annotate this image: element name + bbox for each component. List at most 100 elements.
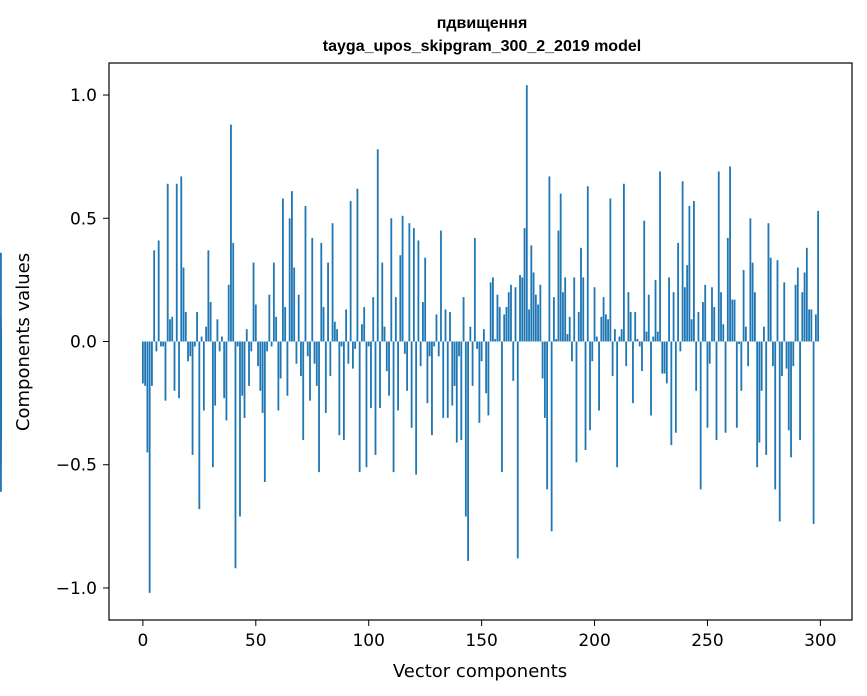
- bar-49: [252, 262, 255, 342]
- bar-92: [349, 201, 352, 342]
- bar-223: [645, 331, 648, 342]
- chart-subtitle: tayga_upos_skipgram_300_2_2019 model: [323, 38, 641, 55]
- x-tick-label: 200: [578, 631, 610, 651]
- bar-43: [239, 341, 241, 517]
- bar-181: [550, 341, 553, 532]
- bar-209: [613, 329, 616, 342]
- bar-139: [455, 341, 458, 443]
- bar-18: [182, 267, 185, 342]
- bar-243: [690, 319, 693, 342]
- bar-293: [803, 272, 806, 342]
- bar-225: [650, 341, 652, 416]
- bar-266: [742, 270, 745, 342]
- bar-191: [573, 277, 576, 342]
- bar-168: [521, 277, 524, 342]
- bar-94: [354, 341, 357, 349]
- bar-50: [254, 304, 257, 342]
- bar-154: [489, 282, 492, 342]
- bar-30: [209, 302, 212, 342]
- bar-10: [164, 341, 167, 401]
- bar-6: [155, 341, 158, 352]
- bar-170: [525, 85, 528, 342]
- bar-180: [548, 176, 551, 342]
- bar-275: [763, 326, 765, 342]
- bar-106: [381, 262, 384, 342]
- bar-309: [0, 341, 2, 406]
- bar-200: [593, 287, 596, 342]
- bar-125: [424, 257, 427, 342]
- bar-188: [566, 334, 569, 342]
- bar-283: [781, 341, 783, 376]
- bar-298: [814, 314, 817, 342]
- bar-75: [311, 237, 314, 342]
- bar-72: [304, 205, 307, 342]
- bar-237: [677, 242, 680, 342]
- bar-127: [428, 341, 431, 357]
- bar-42: [236, 341, 239, 347]
- bar-261: [731, 299, 734, 342]
- bar-81: [324, 341, 327, 413]
- bar-21: [189, 341, 192, 357]
- bar-236: [674, 341, 677, 433]
- y-tick-label: 1.0: [70, 86, 97, 106]
- bar-14: [173, 341, 176, 391]
- bar-80: [322, 307, 325, 342]
- bar-48: [250, 341, 253, 352]
- bar-294: [805, 247, 808, 342]
- bar-133: [442, 341, 445, 418]
- bar-203: [600, 316, 603, 342]
- bar-162: [507, 292, 510, 342]
- bar-83: [329, 341, 332, 376]
- bar-114: [399, 255, 402, 342]
- bar-46: [245, 329, 248, 342]
- bar-27: [202, 341, 205, 411]
- bar-23: [193, 341, 196, 347]
- bar-113: [397, 341, 399, 411]
- plot-frame: [108, 62, 853, 621]
- bar-119: [410, 341, 413, 428]
- bar-88: [340, 341, 343, 347]
- bar-221: [641, 341, 643, 372]
- x-tick-label: 150: [465, 631, 497, 651]
- bar-100: [367, 341, 370, 347]
- bar-268: [747, 341, 750, 367]
- bar-22: [191, 341, 194, 455]
- bar-82: [327, 262, 329, 342]
- bar-66: [291, 191, 293, 342]
- bar-272: [756, 341, 759, 468]
- bar-251: [708, 341, 711, 364]
- bar-131: [437, 341, 440, 357]
- bar-160: [503, 314, 506, 342]
- bar-271: [753, 292, 756, 342]
- bar-241: [686, 265, 689, 342]
- bar-255: [717, 171, 720, 342]
- bar-189: [568, 316, 571, 342]
- bar-60: [277, 341, 280, 411]
- bar-285: [785, 341, 788, 369]
- bar-150: [480, 341, 483, 362]
- bar-164: [512, 341, 515, 381]
- bar-70: [300, 341, 302, 376]
- bar-36: [223, 341, 226, 399]
- bar-165: [514, 287, 517, 342]
- bar-62: [281, 198, 284, 342]
- bar-196: [584, 341, 587, 450]
- bar-73: [306, 341, 309, 357]
- bar-112: [394, 297, 397, 342]
- bar-15: [175, 183, 178, 342]
- bar-198: [589, 341, 591, 431]
- bar-95: [356, 188, 359, 342]
- bar-61: [279, 341, 282, 379]
- bar-183: [555, 339, 558, 342]
- bar-186: [562, 292, 564, 342]
- bar-234: [670, 341, 673, 446]
- bar-26: [200, 336, 203, 342]
- bar-205: [604, 314, 607, 342]
- bar-230: [661, 341, 664, 374]
- bar-109: [388, 341, 390, 396]
- bar-252: [711, 287, 713, 342]
- bar-129: [433, 341, 436, 347]
- bar-167: [519, 274, 521, 342]
- bar-177: [541, 341, 544, 379]
- bar-123: [419, 341, 422, 367]
